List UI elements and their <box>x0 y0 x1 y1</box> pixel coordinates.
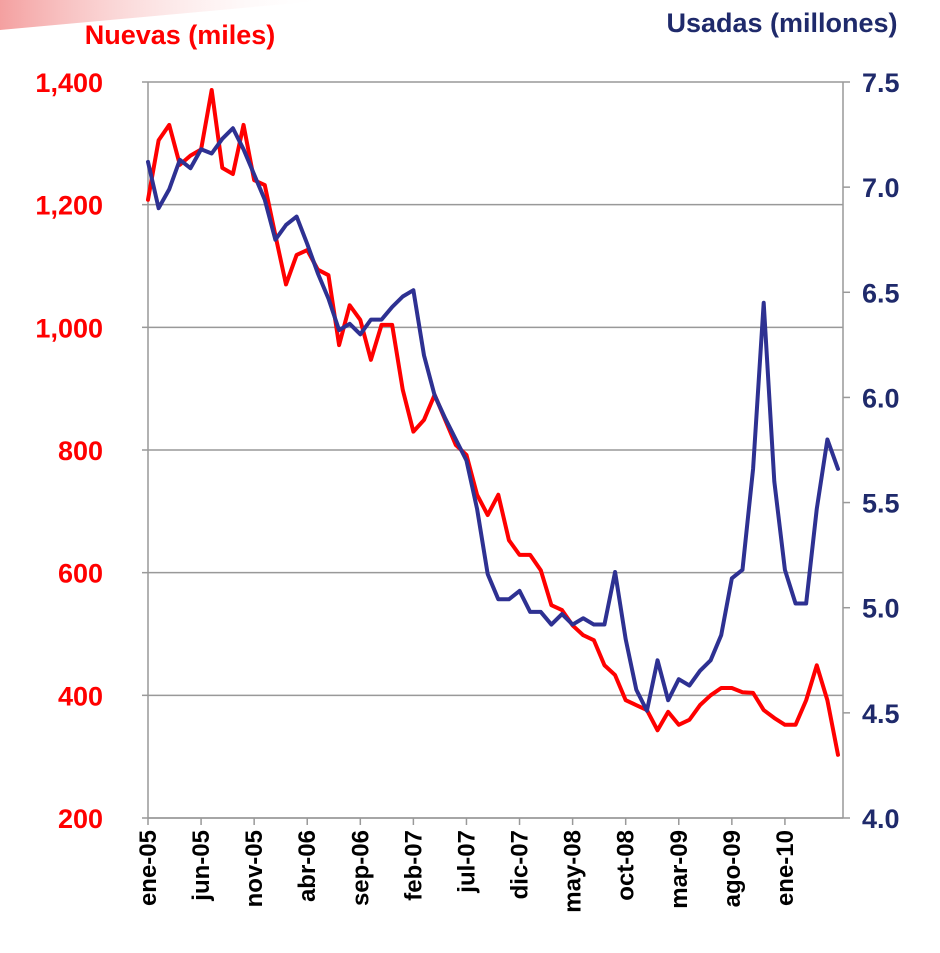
y-tick-label: 1,000 <box>35 313 103 343</box>
y-axis-label: Nuevas (miles) <box>85 20 276 50</box>
y2-axis-label: Usadas (millones) <box>666 8 897 38</box>
y2-tick-label: 5.0 <box>862 594 900 624</box>
y2-tick-label: 4.0 <box>862 804 900 834</box>
x-tick-label: ene-05 <box>135 830 162 906</box>
x-tick-label: nov-05 <box>241 830 268 907</box>
y2-tick-label: 5.5 <box>862 489 900 519</box>
x-tick-label: feb-07 <box>400 830 427 901</box>
decoration <box>0 0 330 30</box>
x-tick-label: ago-09 <box>719 830 746 907</box>
x-tick-label: jul-07 <box>453 830 480 894</box>
x-tick-label: dic-07 <box>507 830 534 899</box>
x-tick-label: may-08 <box>560 830 587 913</box>
y2-tick-label: 4.5 <box>862 699 900 729</box>
series-line <box>146 126 840 713</box>
y-tick-label: 200 <box>58 804 103 834</box>
y-tick-label: 400 <box>58 681 103 711</box>
y-tick-label: 800 <box>58 436 103 466</box>
x-tick-label: mar-09 <box>666 830 693 909</box>
y2-tick-label: 7.0 <box>862 173 900 203</box>
x-tick-label: ene-10 <box>772 830 799 906</box>
y2-tick-label: 7.5 <box>862 68 900 98</box>
x-tick-label: jun-05 <box>188 830 215 902</box>
y2-tick-label: 6.0 <box>862 383 900 413</box>
x-tick-label: sep-06 <box>347 830 374 906</box>
y-tick-label: 1,400 <box>35 68 103 98</box>
x-tick-label: oct-08 <box>613 830 640 901</box>
y-tick-label: 1,200 <box>35 191 103 221</box>
series-line <box>146 87 840 757</box>
y2-tick-label: 6.5 <box>862 278 900 308</box>
y-tick-label: 600 <box>58 559 103 589</box>
x-tick-label: abr-06 <box>294 830 321 902</box>
